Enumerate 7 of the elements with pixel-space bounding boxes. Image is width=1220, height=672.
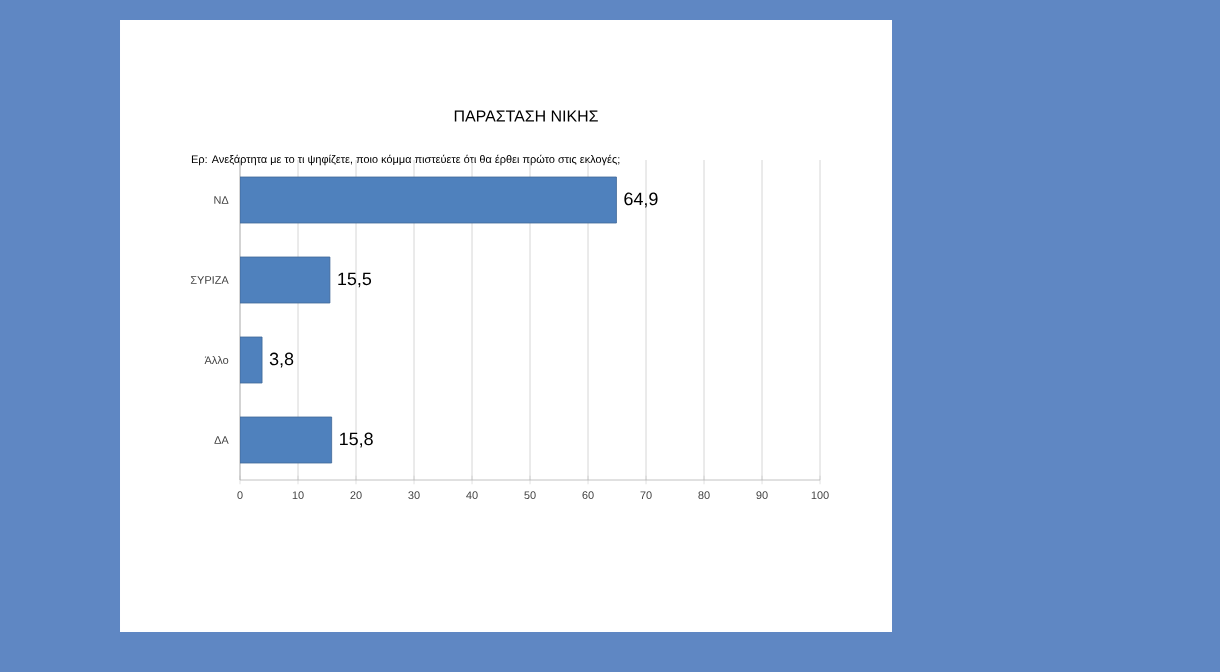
bar: [240, 176, 617, 224]
data-label: 15,8: [340, 432, 373, 448]
data-label: 64,9: [624, 192, 658, 208]
bar: [240, 416, 333, 464]
data-label: 15,5: [338, 272, 372, 288]
bar: [240, 256, 331, 304]
data-label: 3,8: [269, 352, 294, 368]
